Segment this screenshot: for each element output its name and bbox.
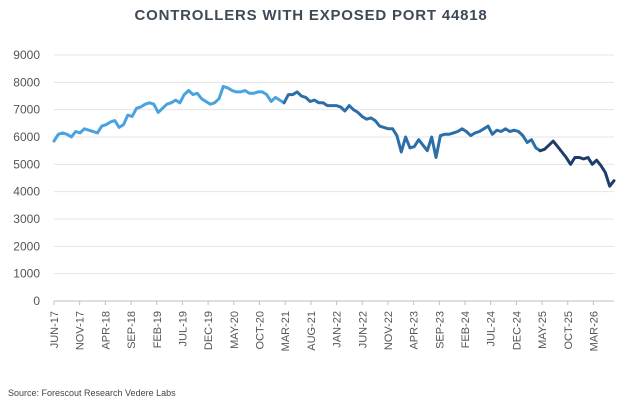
x-tick-label: MAY-20 xyxy=(229,311,241,349)
x-tick-label: APR-23 xyxy=(409,311,421,350)
x-tick-label: SEP-23 xyxy=(434,311,446,349)
x-tick-label: DEC-24 xyxy=(511,311,523,350)
x-tick-label: DEC-19 xyxy=(203,311,215,350)
x-tick-label: SEP-18 xyxy=(126,311,138,349)
x-axis: JUN-17 NOV-17 APR-18 SEP-18 FEB-19 JUL-19 DEC-… xyxy=(49,301,600,351)
y-tick-label: 1000 xyxy=(13,267,40,281)
x-tick-label: JUL-24 xyxy=(486,311,498,346)
gridlines xyxy=(54,54,614,302)
y-tick-label: 4000 xyxy=(13,185,40,199)
x-tick-label: JUN-22 xyxy=(357,311,369,348)
x-tick-label: JAN-22 xyxy=(332,311,344,348)
x-tick-label: OCT-25 xyxy=(563,311,575,350)
x-tick-label: NOV-17 xyxy=(75,311,87,350)
y-tick-label: 3000 xyxy=(13,212,40,226)
y-tick-label: 7000 xyxy=(13,103,40,117)
x-tick-label: FEB-19 xyxy=(152,311,164,348)
x-tick-label: JUN-17 xyxy=(49,311,61,348)
x-tick-label: AUG-21 xyxy=(306,311,318,351)
y-tick-label: 9000 xyxy=(13,48,40,62)
x-tick-label: MAY-25 xyxy=(537,311,549,349)
y-tick-label: 5000 xyxy=(13,157,40,171)
y-tick-label: 2000 xyxy=(13,239,40,253)
series-line-segment xyxy=(538,139,616,188)
series-line-segment xyxy=(282,90,542,159)
y-tick-label: 6000 xyxy=(13,130,40,144)
x-tick-label: JUL-19 xyxy=(177,311,189,346)
series-line xyxy=(52,84,616,188)
x-tick-label: FEB-24 xyxy=(460,311,472,348)
source-note: Source: Forescout Research Vedere Labs xyxy=(8,388,176,398)
x-tick-label: MAR-26 xyxy=(588,311,600,351)
chart-title: CONTROLLERS WITH EXPOSED PORT 44818 xyxy=(134,7,488,24)
series-line-segment xyxy=(52,84,286,143)
x-tick-label: OCT-20 xyxy=(255,311,267,350)
y-tick-label: 8000 xyxy=(13,75,40,89)
x-tick-label: NOV-22 xyxy=(383,311,395,350)
y-axis: 0 1000 2000 3000 4000 5000 6000 7000 8000 9000 xyxy=(13,48,40,308)
x-tick-label: APR-18 xyxy=(100,311,112,350)
x-tick-label: MAR-21 xyxy=(280,311,292,351)
y-tick-label: 0 xyxy=(33,294,40,308)
